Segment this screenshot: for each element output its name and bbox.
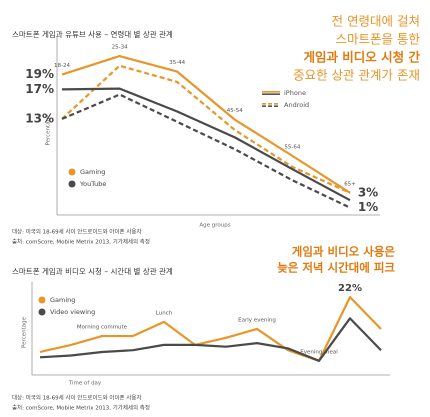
category-label: 18-24 [54, 63, 70, 69]
category-label: 45-54 [227, 108, 243, 114]
category-label: Evening meal [300, 349, 338, 355]
legend-label: YouTube [79, 180, 106, 188]
value-label: 17% [25, 82, 54, 96]
legend-label: iPhone [284, 89, 306, 97]
legend-marker [38, 308, 46, 316]
source-note: 출처: comScore, Mobile Metrix 2013, 기가제세의 … [12, 404, 150, 412]
legend-label: Gaming [50, 296, 75, 304]
legend-label: Android [284, 101, 309, 109]
annotation: 중요한 상관 관계가 존재 [293, 68, 420, 83]
value-label: 13% [25, 111, 54, 125]
annotation: 전 연령대에 걸쳐 [332, 14, 420, 29]
chart-title: 스마트폰 게임과 비디오 시청 – 시간대 별 상관 관계 [12, 266, 173, 276]
category-label: Early evening [238, 317, 276, 323]
category-label: Lunch [156, 310, 173, 316]
category-label: 35-44 [169, 60, 185, 66]
value-label: 22% [338, 283, 362, 294]
data-line [61, 54, 351, 194]
data-line [61, 87, 351, 202]
legend-label: Video viewing [50, 308, 95, 316]
y-axis-label: Percentage [22, 316, 28, 348]
data-line [39, 317, 382, 362]
value-label: 3% [358, 185, 378, 199]
annotation: 늦은 저녁 시간대에 피크 [277, 261, 395, 275]
value-label: 19% [25, 67, 54, 81]
source-note: 대상: 미국의 18-69세 사이 안드로이드와 아이폰 사용자 [12, 394, 142, 402]
legend-marker [68, 168, 76, 176]
source-note: 출처: comScore, Mobile Metrix 2013, 기가제세의 … [12, 238, 150, 246]
annotation: 게임과 비디오 사용은 [292, 245, 396, 259]
chart-title: 스마트폰 게임과 유튜브 사용 – 연령대 별 상관 관계 [12, 29, 173, 39]
category-label: 25-34 [112, 45, 128, 51]
value-label: 1% [358, 200, 378, 214]
legend-marker [38, 296, 46, 304]
category-label: Morning commute [77, 325, 128, 331]
annotation: 스마트폰을 통한 [336, 32, 421, 47]
legend-label: Gaming [80, 168, 105, 176]
x-axis-label: Time of day [68, 381, 102, 387]
data-line [61, 93, 351, 209]
data-line [61, 64, 351, 194]
data-line [39, 295, 382, 362]
legend-marker [68, 180, 76, 188]
category-label: 65+ [344, 181, 356, 187]
source-note: 대상: 미국의 18-69세 사이 안드로이드와 아이폰 사용자 [12, 228, 142, 236]
annotation: 게임과 비디오 시청 간 [303, 50, 420, 65]
x-axis-label: Age groups [199, 223, 230, 229]
category-label: 55-64 [284, 144, 300, 150]
y-axis-label: Percentage [46, 114, 52, 146]
